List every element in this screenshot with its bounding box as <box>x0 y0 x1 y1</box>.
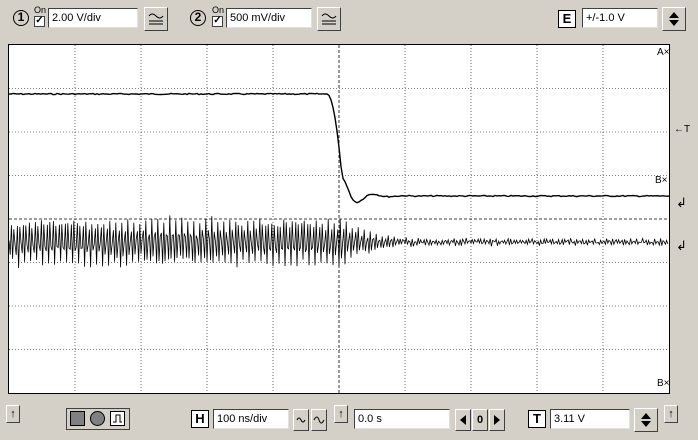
channel-1-badge[interactable]: 1 <box>13 10 29 26</box>
stop-button[interactable] <box>70 411 85 426</box>
edge-level-field[interactable]: +/-1.0 V <box>582 8 658 28</box>
scroll-right-arrow-button[interactable]: ↑ <box>664 405 678 423</box>
single-shot-button[interactable] <box>110 411 125 426</box>
trigger-button[interactable]: T <box>528 410 546 428</box>
cursor-b-bottom-marker[interactable]: B× <box>657 378 670 389</box>
waveform-grid <box>9 45 669 393</box>
channel-1-ref-marker[interactable]: ↲ <box>676 195 687 210</box>
cursor-b-marker[interactable]: B× <box>655 175 668 186</box>
channel-2-ref-marker[interactable]: ↲ <box>676 238 687 253</box>
delay-left-button[interactable] <box>455 409 471 431</box>
channel-2-on-checkbox[interactable]: ✓ <box>212 15 223 27</box>
arrow-left-icon <box>460 415 466 425</box>
channel-2-badge[interactable]: 2 <box>190 10 206 26</box>
timebase-down-button[interactable] <box>293 409 309 431</box>
trigger-level-marker[interactable]: ←T <box>674 124 691 135</box>
channel-1-on-checkbox[interactable]: ✓ <box>34 15 45 27</box>
channel-1-coupling-button[interactable] <box>144 7 168 31</box>
top-toolbar: 1 On ✓ 2.00 V/div 2 On ✓ 500 mV/div E +/… <box>0 0 698 38</box>
timebase-field[interactable]: 100 ns/div <box>213 409 289 429</box>
ac-dc-icon <box>321 13 337 25</box>
up-down-arrow-icon <box>641 413 651 427</box>
zoom-out-icon <box>313 416 325 424</box>
trigger-level-field[interactable]: 3.11 V <box>550 409 630 429</box>
single-shot-icon <box>113 414 122 423</box>
edge-trigger-button[interactable]: E <box>558 10 576 28</box>
channel-2-on-label: On <box>212 5 225 15</box>
ac-dc-icon <box>148 13 164 25</box>
waveform-display[interactable]: A× B× B× <box>8 44 670 394</box>
channel-2-trace <box>9 215 669 269</box>
channel-1-trace <box>9 92 669 204</box>
timebase-up-button[interactable] <box>311 409 327 431</box>
channel-1-on-label: On <box>34 5 47 15</box>
arrow-right-icon <box>494 415 500 425</box>
waveform-traces <box>9 92 669 269</box>
delay-right-button[interactable] <box>489 409 505 431</box>
channel-2-scale-field[interactable]: 500 mV/div <box>226 8 312 28</box>
scroll-left-arrow-button[interactable]: ↑ <box>6 405 20 423</box>
up-down-arrow-icon <box>669 12 679 26</box>
channel-2-coupling-button[interactable] <box>317 7 341 31</box>
run-mode-group <box>66 408 130 430</box>
edge-spin-button[interactable] <box>662 7 686 31</box>
bottom-toolbar: ↑ H 100 ns/div ↑ 0.0 s 0 T 3.11 V ↑ <box>0 401 698 440</box>
delay-field[interactable]: 0.0 s <box>354 409 450 429</box>
cursor-a-marker[interactable]: A× <box>657 47 670 58</box>
trigger-spin-button[interactable] <box>634 408 658 432</box>
zoom-in-icon <box>296 417 306 423</box>
horizontal-button[interactable]: H <box>191 410 209 428</box>
channel-1-scale-field[interactable]: 2.00 V/div <box>48 8 138 28</box>
delay-zero-button[interactable]: 0 <box>472 409 488 431</box>
record-button[interactable] <box>90 411 105 426</box>
delay-arrow-button[interactable]: ↑ <box>334 405 348 423</box>
